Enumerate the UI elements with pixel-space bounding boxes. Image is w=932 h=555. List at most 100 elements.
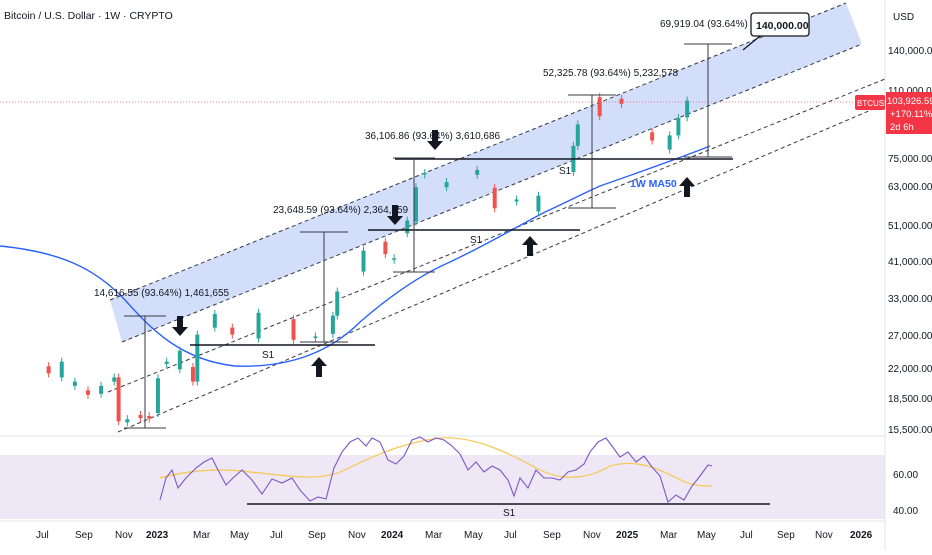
candle-bull (164, 361, 169, 364)
ticker-badge-text: BTCUSD (857, 99, 890, 108)
arrow-down-icon (387, 205, 403, 225)
candle-bull (155, 378, 160, 413)
time-label: May (697, 530, 716, 541)
candle-bull (335, 291, 340, 316)
time-label: Mar (660, 530, 678, 541)
candle-bull (676, 117, 681, 136)
measure-label-3: 36,106.86 (93.64%) 3,610,686 (365, 131, 501, 142)
time-label: Mar (193, 530, 211, 541)
candle-bull (536, 195, 541, 212)
channel-line-top (109, 2, 847, 301)
time-label: Jul (740, 530, 753, 541)
time-label: 2023 (146, 530, 169, 541)
rsi-tick: 60.00 (893, 470, 918, 481)
measure-label-4: 52,325.78 (93.64%) 5,232,578 (543, 68, 679, 79)
current-price-badge: BTCUSD 103,926.59 +170.11% 2d 6h (855, 92, 932, 134)
time-label: Sep (543, 530, 561, 541)
price-badge-bg (886, 92, 932, 134)
candles-group (46, 93, 690, 427)
rsi-band (0, 455, 885, 519)
price-tick: 15,500.00 (888, 425, 932, 436)
time-label: Nov (115, 530, 133, 541)
candle-bull (392, 258, 397, 260)
measure-brackets (124, 43, 732, 429)
symbol-title: Bitcoin / U.S. Dollar · 1W · CRYPTO (4, 10, 173, 22)
rsi-ma-line (159, 437, 713, 487)
time-label: Nov (348, 530, 366, 541)
measure-label-2: 23,648.59 (93.64%) 2,364,859 (273, 205, 409, 216)
candle-bull (475, 169, 480, 175)
candle-bear (291, 319, 296, 340)
candle-bull (330, 315, 335, 334)
candle-bull (444, 182, 449, 188)
candle-bull (422, 172, 427, 175)
candle-bull (59, 361, 64, 378)
candle-bull (72, 381, 77, 386)
time-label: May (464, 530, 483, 541)
price-tick: 63,000.00 (888, 182, 932, 193)
candle-bear (85, 390, 90, 395)
support-labels: S1 S1 S1 S1 (262, 166, 572, 519)
price-tick: 18,500.00 (888, 394, 932, 405)
candle-bull (685, 100, 690, 118)
candle-bull (177, 350, 182, 370)
arrow-down-icon (427, 130, 443, 150)
price-tick: 110,000.00 (888, 86, 932, 97)
candle-bull (514, 199, 519, 202)
time-label: May (230, 530, 249, 541)
time-label: Sep (308, 530, 326, 541)
candle-bear (138, 415, 143, 419)
time-label: Jul (270, 530, 283, 541)
price-badge-price: 103,926.59 (887, 96, 932, 107)
price-tick: 27,000.00 (888, 331, 932, 342)
candle-bull (195, 334, 200, 382)
candle-bear (116, 377, 121, 422)
target-callout-pointer (742, 35, 761, 51)
time-label: Sep (777, 530, 795, 541)
target-callout-text: 140,000.00 (756, 20, 809, 32)
measure-label-5: 69,919.04 (93.64%) 6,99 (660, 19, 771, 30)
time-label: Jul (36, 530, 49, 541)
candle-bull (361, 250, 366, 272)
candle-bear (230, 327, 235, 335)
measure-labels: 14,616.55 (93.64%) 1,461,655 23,648.59 (… (94, 19, 771, 299)
price-scale: 140,000.00 110,000.00 75,000.00 63,000.0… (888, 46, 932, 436)
price-tick: 75,000.00 (888, 154, 932, 165)
candle-bear (492, 187, 497, 209)
arrow-up-icon (522, 236, 538, 256)
candle-bear (619, 98, 624, 104)
arrows (172, 130, 695, 377)
price-tick: 33,000.00 (888, 294, 932, 305)
candle-bear (190, 367, 195, 382)
candle-bull (667, 135, 672, 150)
candle-bear (650, 132, 655, 141)
time-label: 2025 (616, 530, 639, 541)
ticker-badge-bg (855, 95, 885, 110)
candle-bear (597, 97, 602, 117)
candle-bull (112, 377, 117, 382)
candle-bull (125, 419, 130, 423)
arrow-up-icon (679, 177, 695, 197)
time-label: 2026 (850, 530, 873, 541)
time-label: Nov (583, 530, 601, 541)
time-label: Sep (75, 530, 93, 541)
rsi-tick: 40.00 (893, 506, 918, 517)
price-badge-countdown: 2d 6h (890, 122, 914, 133)
candle-bull (212, 313, 217, 328)
support-label: S1 (262, 350, 275, 361)
candle-bull (99, 385, 104, 394)
support-label: S1 (470, 235, 483, 246)
candle-bull (413, 187, 418, 222)
support-label: S1 (559, 166, 572, 177)
time-label: Mar (425, 530, 443, 541)
ma50-label: 1W MA50 (630, 178, 677, 190)
price-tick: 51,000.00 (888, 221, 932, 232)
candle-bull (313, 336, 318, 339)
channel-top-fill (110, 3, 862, 342)
time-label: 2024 (381, 530, 404, 541)
candle-bull (256, 312, 261, 339)
price-tick: 140,000.00 (888, 46, 932, 57)
arrow-up-icon (311, 357, 327, 377)
